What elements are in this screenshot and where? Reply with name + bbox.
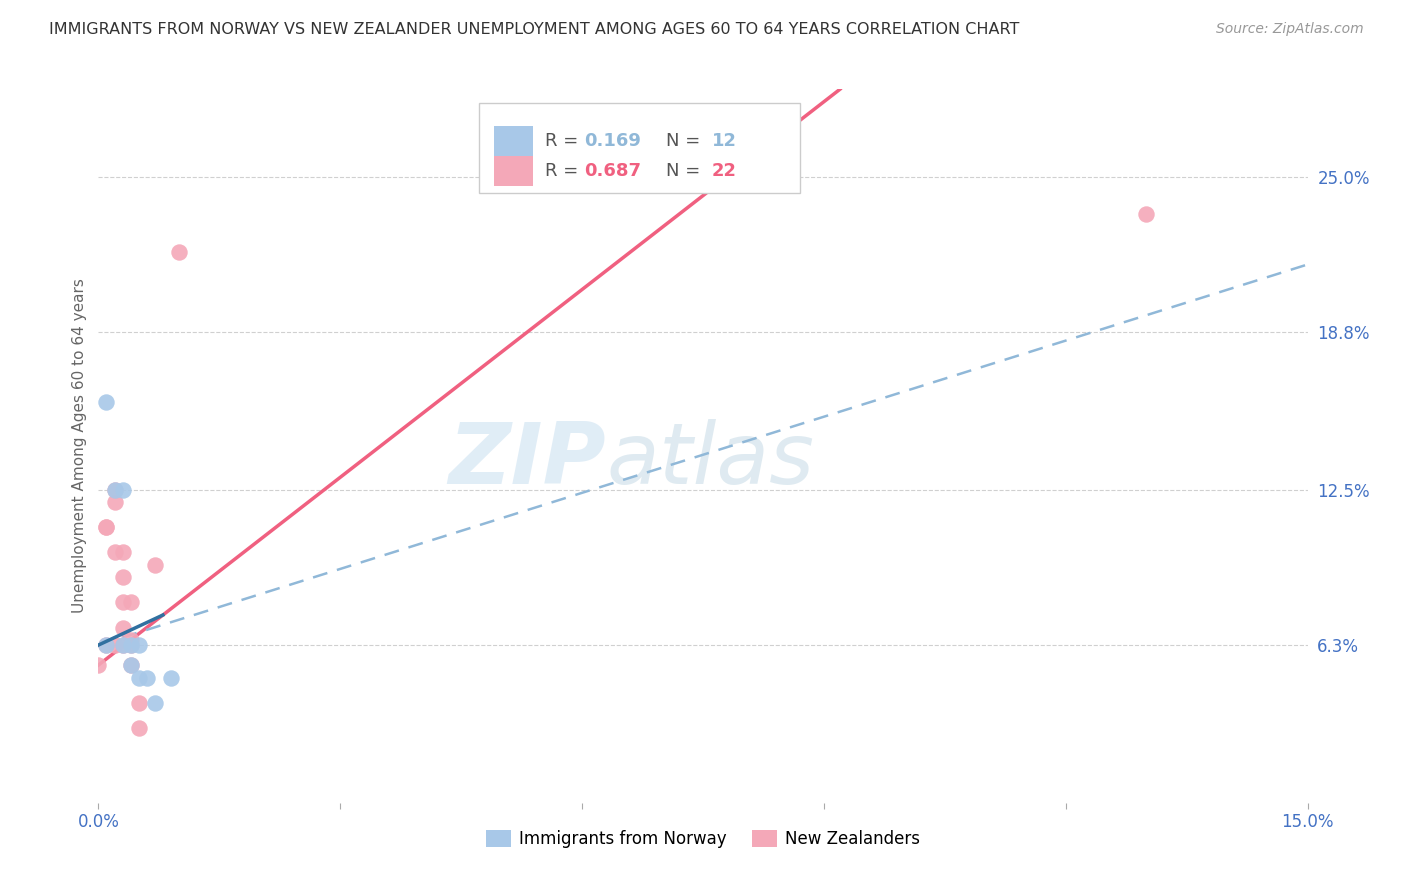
- Point: [128, 721, 150, 735]
- Bar: [494, 156, 533, 186]
- Point: [103, 483, 125, 497]
- Legend: Immigrants from Norway, New Zealanders: Immigrants from Norway, New Zealanders: [479, 823, 927, 855]
- Text: R =: R =: [544, 132, 583, 150]
- Point: [167, 244, 190, 259]
- Point: [111, 595, 134, 609]
- Point: [1135, 207, 1157, 221]
- Point: [87, 658, 110, 673]
- Point: [103, 545, 125, 559]
- Text: R =: R =: [544, 162, 583, 180]
- Point: [120, 633, 142, 648]
- Point: [128, 638, 150, 652]
- Point: [96, 638, 118, 652]
- Text: 0.169: 0.169: [585, 132, 641, 150]
- Text: ZIP: ZIP: [449, 418, 606, 502]
- Point: [96, 638, 118, 652]
- Point: [96, 520, 118, 534]
- Point: [120, 595, 142, 609]
- Text: N =: N =: [665, 162, 706, 180]
- Text: N =: N =: [665, 132, 706, 150]
- Point: [103, 483, 125, 497]
- Point: [135, 671, 157, 685]
- Point: [103, 495, 125, 509]
- Point: [111, 570, 134, 584]
- Point: [120, 638, 142, 652]
- Point: [111, 638, 134, 652]
- Y-axis label: Unemployment Among Ages 60 to 64 years: Unemployment Among Ages 60 to 64 years: [72, 278, 87, 614]
- Point: [120, 658, 142, 673]
- Point: [96, 520, 118, 534]
- Point: [103, 638, 125, 652]
- Text: Source: ZipAtlas.com: Source: ZipAtlas.com: [1216, 22, 1364, 37]
- Bar: [479, 103, 800, 193]
- Point: [111, 638, 134, 652]
- Bar: [494, 127, 533, 156]
- Point: [143, 696, 166, 710]
- Point: [143, 558, 166, 572]
- Point: [111, 621, 134, 635]
- Text: 0.687: 0.687: [585, 162, 641, 180]
- Point: [96, 395, 118, 409]
- Point: [111, 545, 134, 559]
- Point: [120, 638, 142, 652]
- Point: [120, 658, 142, 673]
- Point: [111, 483, 134, 497]
- Point: [160, 671, 183, 685]
- Text: 22: 22: [711, 162, 737, 180]
- Text: 12: 12: [711, 132, 737, 150]
- Text: IMMIGRANTS FROM NORWAY VS NEW ZEALANDER UNEMPLOYMENT AMONG AGES 60 TO 64 YEARS C: IMMIGRANTS FROM NORWAY VS NEW ZEALANDER …: [49, 22, 1019, 37]
- Text: atlas: atlas: [606, 418, 814, 502]
- Point: [128, 671, 150, 685]
- Point: [128, 696, 150, 710]
